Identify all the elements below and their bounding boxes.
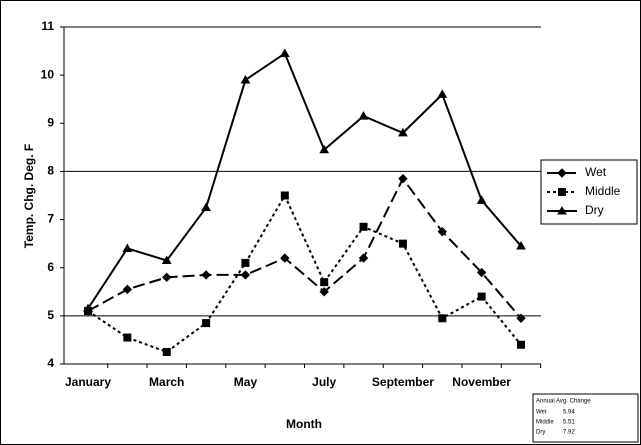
marker: [123, 333, 132, 342]
marker: [240, 270, 251, 280]
x-tick-label: May: [234, 375, 258, 389]
y-tick-label: 4: [47, 356, 54, 370]
marker: [320, 278, 329, 287]
marker: [437, 226, 447, 237]
x-axis-label: Month: [286, 417, 322, 431]
marker: [240, 74, 251, 84]
y-tick-label: 7: [47, 212, 54, 226]
marker: [122, 284, 133, 295]
marker: [319, 287, 329, 297]
marker: [477, 292, 486, 301]
y-tick-label: 10: [41, 67, 55, 81]
marker: [476, 267, 487, 278]
marker: [280, 253, 290, 263]
legend-marker: [558, 188, 566, 196]
marker: [358, 111, 369, 120]
legend-marker: [557, 205, 567, 215]
marker: [241, 258, 250, 267]
x-tick-label: January: [65, 375, 111, 389]
marker: [319, 144, 330, 154]
marker: [517, 340, 525, 349]
legend-marker: [557, 168, 567, 178]
x-tick-label: March: [149, 375, 184, 389]
y-tick-label: 6: [47, 260, 54, 274]
marker: [516, 313, 526, 323]
annual-table-title: Annual Avg. Change: [536, 399, 591, 405]
legend-label: Dry: [585, 203, 604, 217]
series-line: [87, 51, 522, 310]
annual-table-name: Dry: [536, 430, 545, 436]
x-tick-label: September: [372, 375, 434, 389]
annual-table-name: Wet: [536, 410, 547, 416]
marker: [122, 243, 133, 252]
annual-table-value: 5.94: [563, 410, 575, 416]
y-tick-label: 9: [47, 115, 54, 129]
y-tick-label: 8: [47, 164, 54, 178]
legend-box: [540, 159, 638, 225]
marker: [398, 127, 408, 137]
legend-label: Wet: [585, 165, 607, 179]
legend-label: Middle: [585, 184, 621, 198]
annual-table-value: 5.51: [563, 420, 575, 426]
annual-table-value: 7.92: [563, 430, 575, 436]
marker: [516, 241, 526, 250]
marker: [202, 319, 211, 328]
marker: [162, 347, 171, 356]
marker: [476, 195, 487, 204]
marker: [358, 253, 369, 263]
marker: [438, 314, 447, 323]
annual-table-box: [532, 393, 639, 443]
x-tick-label: July: [312, 375, 336, 389]
y-tick-label: 5: [47, 308, 54, 322]
marker: [437, 89, 448, 98]
marker: [280, 191, 289, 200]
marker: [359, 222, 368, 231]
marker: [162, 272, 172, 283]
marker: [161, 255, 172, 264]
y-tick-label: 11: [41, 19, 54, 33]
marker: [279, 48, 290, 57]
marker: [398, 239, 407, 248]
marker: [201, 202, 211, 212]
y-axis-label: Temp. Chg. Deg. F: [22, 144, 36, 248]
marker: [83, 303, 93, 313]
marker: [398, 173, 408, 184]
series-line: [87, 176, 522, 319]
marker: [201, 270, 211, 280]
annual-table-name: Middle: [536, 420, 554, 426]
x-tick-label: November: [452, 375, 511, 389]
